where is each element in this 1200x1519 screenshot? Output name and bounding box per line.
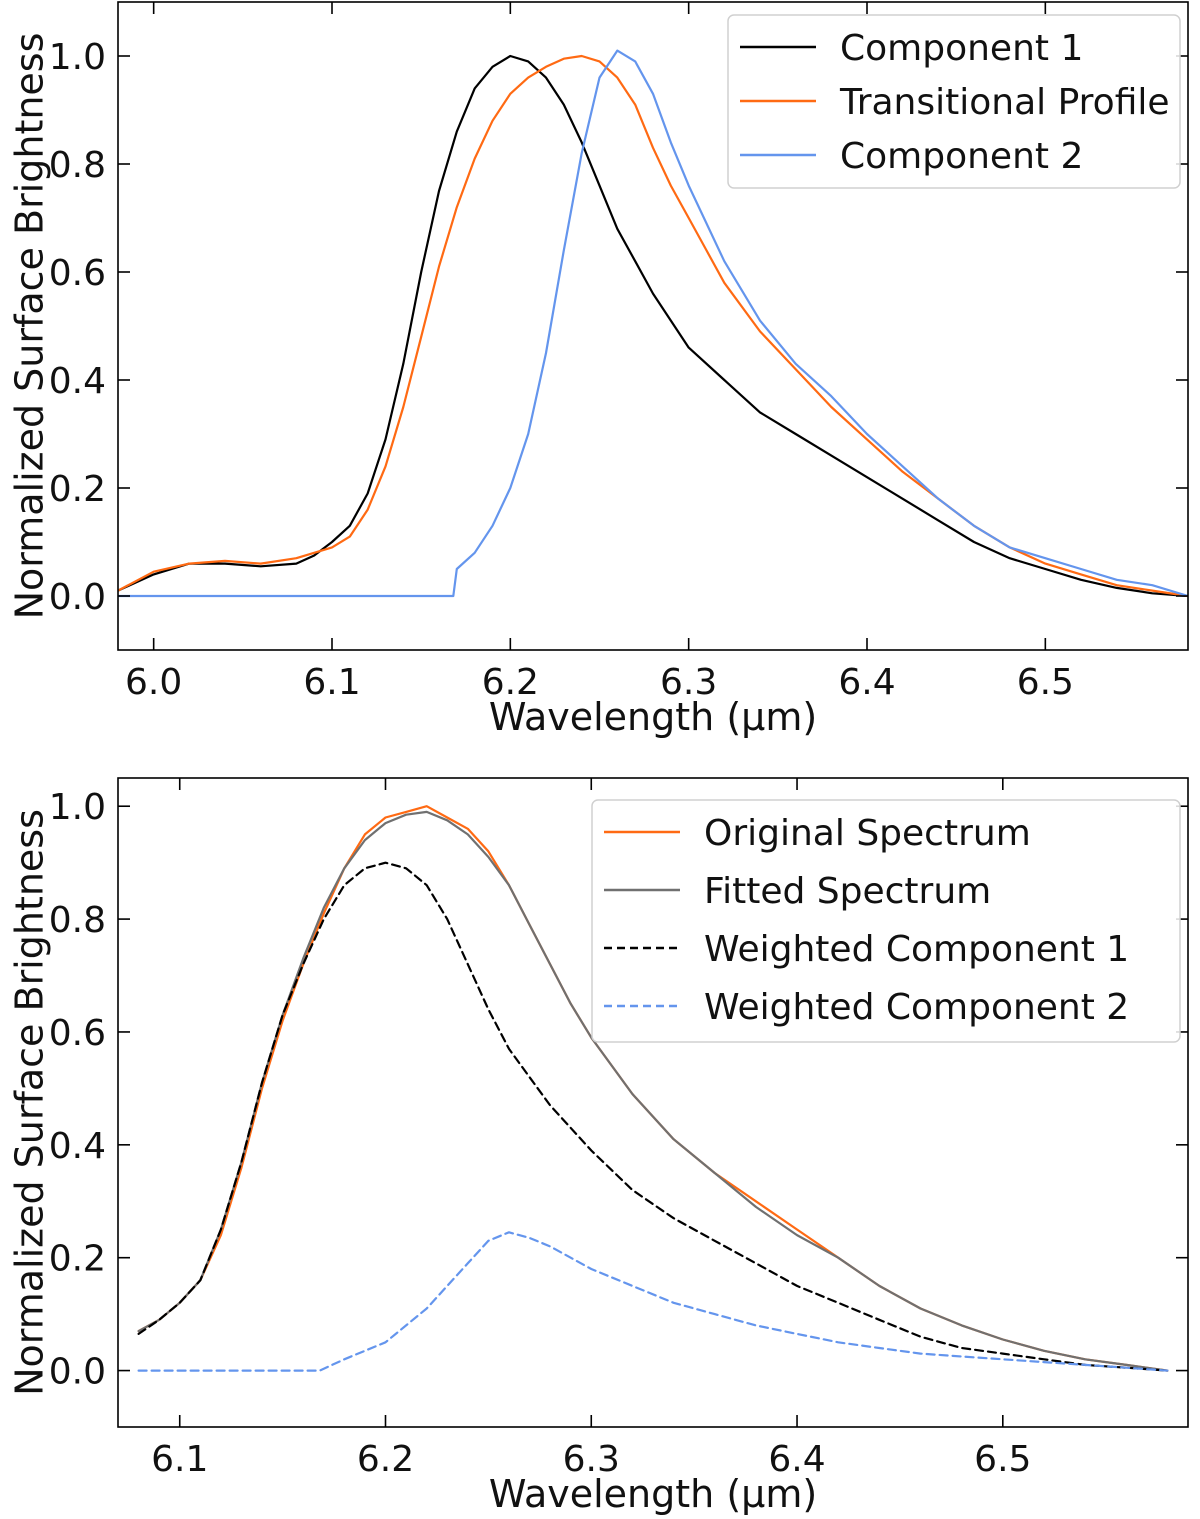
top-legend: Component 1 Transitional Profile Component… (727, 14, 1181, 189)
bottom-y-tick-label: 0.0 (49, 1352, 106, 1393)
top-x-tick-label: 6.3 (660, 662, 717, 703)
top-y-tick-label: 1.0 (49, 37, 106, 78)
bottom-legend-label: Weighted Component 2 (704, 987, 1129, 1028)
bottom-legend-label: Original Spectrum (704, 813, 1031, 854)
bottom-legend: Original Spectrum Fitted Spectrum Weighted… (591, 799, 1181, 1043)
bottom-legend-label: Weighted Component 1 (704, 929, 1129, 970)
top-y-tick-label: 0.2 (49, 469, 106, 510)
top-legend-label: Component 2 (840, 136, 1083, 177)
top-y-tick-label: 0.4 (49, 361, 106, 402)
bottom-x-axis-label: Wavelength (µm) (489, 1472, 817, 1516)
bottom-y-tick-label: 1.0 (49, 787, 106, 828)
top-legend-box (727, 14, 1181, 189)
top-legend-label: Component 1 (840, 28, 1083, 69)
top-y-axis-label: Normalized Surface Brightness (8, 33, 52, 620)
top-y-tick-label: 0.8 (49, 145, 106, 186)
bottom-x-tick-label: 6.1 (151, 1439, 208, 1480)
top-x-tick-label: 6.2 (482, 662, 539, 703)
top-legend-label: Transitional Profile (839, 82, 1170, 123)
top-panel: 6.0 6.1 6.2 6.3 6.4 6.5 0.0 0.2 0.4 0.6 0.8 1.0 Wav… (8, 1, 1189, 739)
top-x-tick-label: 6.1 (303, 662, 360, 703)
bottom-y-tick-label: 0.6 (49, 1013, 106, 1054)
top-plot-frame (117, 1, 1189, 651)
bottom-x-tick-label: 6.2 (357, 1439, 414, 1480)
bottom-plot-frame (117, 777, 1189, 1428)
bottom-y-tick-label: 0.2 (49, 1239, 106, 1280)
bottom-legend-box (591, 799, 1181, 1043)
bottom-x-tick-label: 6.3 (563, 1439, 620, 1480)
bottom-y-tick-label: 0.4 (49, 1126, 106, 1167)
top-y-tick-label: 0.0 (49, 577, 106, 618)
bottom-x-tick-label: 6.4 (768, 1439, 825, 1480)
bottom-y-tick-label: 0.8 (49, 900, 106, 941)
top-x-tick-label: 6.5 (1017, 662, 1074, 703)
bottom-series-line-4 (137, 1231, 1169, 1372)
bottom-series-line-3 (137, 861, 1169, 1372)
bottom-x-tick-label: 6.5 (974, 1439, 1031, 1480)
top-y-tick-label: 0.6 (49, 253, 106, 294)
top-x-tick-label: 6.4 (838, 662, 895, 703)
top-x-tick-label: 6.0 (125, 662, 182, 703)
bottom-panel: 6.1 6.2 6.3 6.4 6.5 0.0 0.2 0.4 0.6 0.8 1.0 Wavele… (8, 777, 1189, 1516)
top-series-line-1 (118, 54, 1188, 598)
top-x-axis-label: Wavelength (µm) (489, 695, 817, 739)
bottom-legend-label: Fitted Spectrum (704, 871, 991, 912)
bottom-y-axis-label: Normalized Surface Brightness (8, 809, 52, 1396)
top-series-line-3 (118, 49, 1188, 598)
